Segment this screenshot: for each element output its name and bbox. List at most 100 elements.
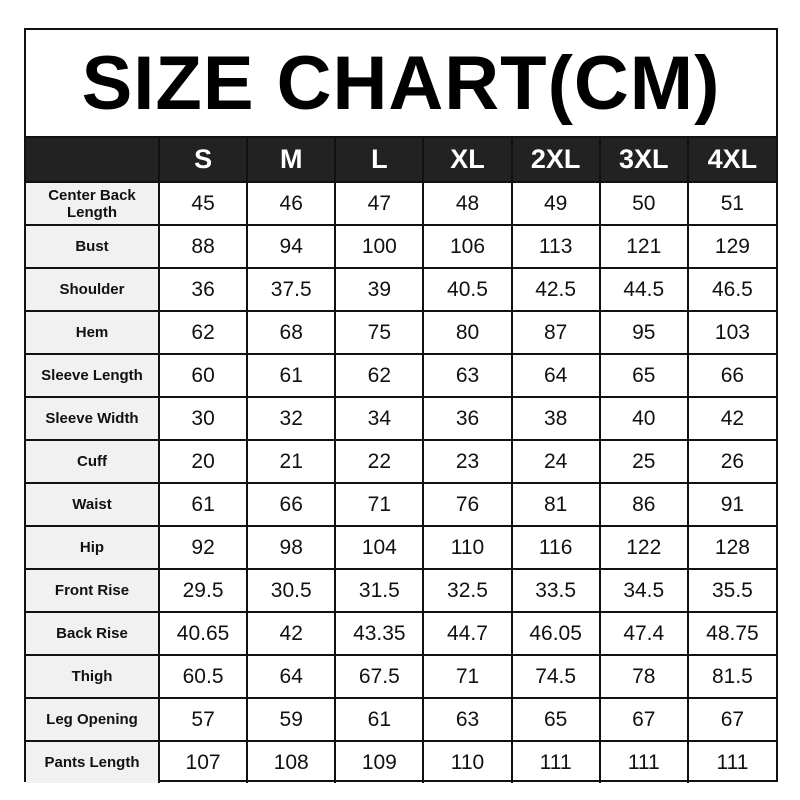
measurement-value: 110: [422, 740, 513, 783]
measurement-value: 116: [510, 525, 601, 570]
measurement-value: 61: [157, 482, 249, 527]
measurement-value: 68: [246, 310, 337, 355]
header-row: S M L XL 2XL 3XL 4XL: [26, 138, 776, 183]
measurement-value: 29.5: [157, 568, 249, 613]
measurement-value: 108: [246, 740, 337, 783]
measurement-value: 113: [510, 224, 601, 269]
measurement-value: 109: [334, 740, 425, 783]
measurement-value: 111: [510, 740, 601, 783]
size-chart: SIZE CHART(CM) S M L XL 2XL 3XL 4XL Center Bac…: [24, 28, 778, 783]
measurement-label: Waist: [26, 482, 160, 527]
measurement-value: 63: [422, 353, 513, 398]
table-row: Sleeve Width 30 32 34 36 38 40 42: [26, 396, 776, 441]
measurement-value: 71: [422, 654, 513, 699]
measurement-value: 47.4: [598, 611, 689, 656]
size-header: 4XL: [686, 138, 776, 183]
table-row: Pants Length 107 108 109 110 111 111 111: [26, 740, 776, 783]
table-row: Back Rise 40.65 42 43.35 44.7 46.05 47.4 48.75: [26, 611, 776, 656]
header-corner: [26, 138, 160, 183]
measurement-value: 103: [686, 310, 776, 355]
measurement-value: 128: [686, 525, 776, 570]
measurement-value: 67.5: [334, 654, 425, 699]
measurement-label: Front Rise: [26, 568, 160, 613]
measurement-value: 43.35: [334, 611, 425, 656]
measurement-value: 42: [686, 396, 776, 441]
measurement-value: 47: [334, 181, 425, 226]
measurement-label: Cuff: [26, 439, 160, 484]
measurement-value: 31.5: [334, 568, 425, 613]
measurement-value: 74.5: [510, 654, 601, 699]
measurement-value: 45: [157, 181, 249, 226]
measurement-value: 61: [334, 697, 425, 742]
measurement-value: 46.05: [510, 611, 601, 656]
table-row: Sleeve Length 60 61 62 63 64 65 66: [26, 353, 776, 398]
measurement-value: 81.5: [686, 654, 776, 699]
measurement-value: 71: [334, 482, 425, 527]
measurement-value: 65: [598, 353, 689, 398]
measurement-value: 38: [510, 396, 601, 441]
measurement-value: 37.5: [246, 267, 337, 312]
measurement-label: Center Back Length: [26, 181, 160, 226]
measurement-value: 42.5: [510, 267, 601, 312]
measurement-value: 51: [686, 181, 776, 226]
measurement-value: 111: [686, 740, 776, 783]
measurement-value: 60: [157, 353, 249, 398]
measurement-value: 40.65: [157, 611, 249, 656]
measurement-value: 104: [334, 525, 425, 570]
measurement-value: 46.5: [686, 267, 776, 312]
measurement-value: 39: [334, 267, 425, 312]
measurement-value: 86: [598, 482, 689, 527]
measurement-value: 67: [686, 697, 776, 742]
measurement-value: 34: [334, 396, 425, 441]
table-row: Shoulder 36 37.5 39 40.5 42.5 44.5 46.5: [26, 267, 776, 312]
table-row: Bust 88 94 100 106 113 121 129: [26, 224, 776, 269]
measurement-value: 81: [510, 482, 601, 527]
table-row: Leg Opening 57 59 61 63 65 67 67: [26, 697, 776, 742]
size-header: XL: [422, 138, 513, 183]
size-header: M: [246, 138, 337, 183]
measurement-value: 25: [598, 439, 689, 484]
measurement-value: 64: [246, 654, 337, 699]
measurement-value: 111: [598, 740, 689, 783]
measurement-value: 60.5: [157, 654, 249, 699]
measurement-label: Pants Length: [26, 740, 160, 783]
measurement-label: Hip: [26, 525, 160, 570]
measurement-value: 66: [686, 353, 776, 398]
measurement-value: 59: [246, 697, 337, 742]
measurement-value: 76: [422, 482, 513, 527]
measurement-value: 23: [422, 439, 513, 484]
measurement-value: 61: [246, 353, 337, 398]
measurement-value: 106: [422, 224, 513, 269]
measurement-label: Hem: [26, 310, 160, 355]
measurement-value: 35.5: [686, 568, 776, 613]
measurement-value: 110: [422, 525, 513, 570]
measurement-value: 63: [422, 697, 513, 742]
measurement-value: 33.5: [510, 568, 601, 613]
size-header: S: [157, 138, 249, 183]
table-row: Cuff 20 21 22 23 24 25 26: [26, 439, 776, 484]
measurement-label: Shoulder: [26, 267, 160, 312]
size-header: L: [334, 138, 425, 183]
table-row: Waist 61 66 71 76 81 86 91: [26, 482, 776, 527]
measurement-value: 44.7: [422, 611, 513, 656]
measurement-value: 88: [157, 224, 249, 269]
measurement-value: 100: [334, 224, 425, 269]
chart-title: SIZE CHART(CM): [26, 30, 776, 138]
measurement-label: Back Rise: [26, 611, 160, 656]
table-row: Front Rise 29.5 30.5 31.5 32.5 33.5 34.5 35.5: [26, 568, 776, 613]
measurement-value: 66: [246, 482, 337, 527]
measurement-value: 44.5: [598, 267, 689, 312]
size-header: 3XL: [598, 138, 689, 183]
measurement-value: 36: [422, 396, 513, 441]
measurement-value: 80: [422, 310, 513, 355]
measurement-value: 30: [157, 396, 249, 441]
measurement-value: 122: [598, 525, 689, 570]
table-row: Hem 62 68 75 80 87 95 103: [26, 310, 776, 355]
measurement-label: Thigh: [26, 654, 160, 699]
measurement-label: Sleeve Length: [26, 353, 160, 398]
table-row: Thigh 60.5 64 67.5 71 74.5 78 81.5: [26, 654, 776, 699]
measurement-value: 32: [246, 396, 337, 441]
measurement-value: 64: [510, 353, 601, 398]
measurement-label: Leg Opening: [26, 697, 160, 742]
measurement-value: 26: [686, 439, 776, 484]
